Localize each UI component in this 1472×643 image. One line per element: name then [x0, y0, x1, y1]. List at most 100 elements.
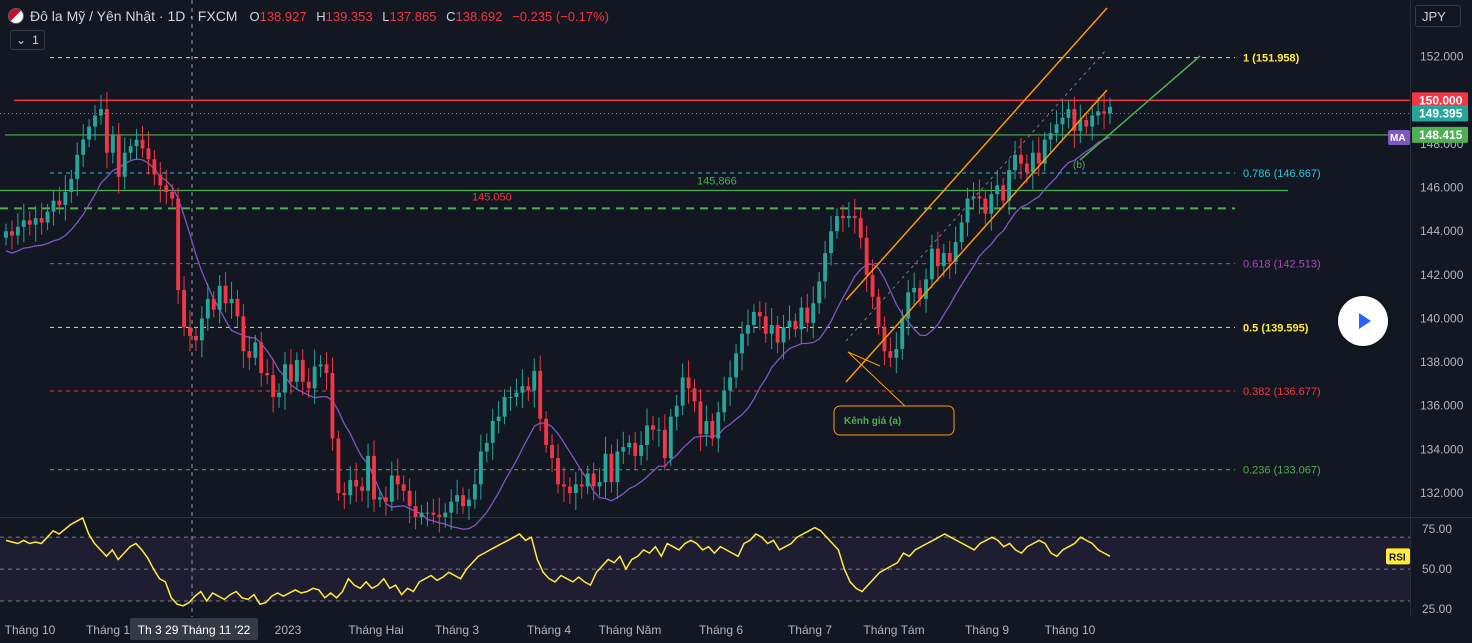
candle-body: [300, 359, 305, 382]
candle-body: [734, 353, 738, 378]
candle-body: [140, 139, 145, 149]
candle-body: [33, 218, 38, 225]
candle-body: [1007, 170, 1012, 201]
candle-body: [443, 512, 448, 517]
horizontal-level-label: 145,866: [697, 176, 737, 188]
candle-body: [959, 222, 964, 243]
candle-body: [864, 237, 869, 275]
candle-body: [947, 253, 952, 262]
candle-body: [514, 392, 519, 398]
usd-jpy-flag-icon: [8, 8, 24, 24]
candle-body: [983, 198, 988, 214]
candle-body: [366, 455, 370, 491]
candle-body: [223, 285, 228, 304]
candle-body: [45, 211, 50, 223]
candle-body: [971, 196, 976, 199]
candle-body: [977, 196, 982, 199]
time-tick-label: Tháng 10: [5, 623, 56, 637]
candle-body: [840, 215, 845, 219]
candle-body: [817, 281, 822, 304]
price-tick-label: 138.000: [1420, 355, 1464, 369]
candle-body: [1072, 109, 1077, 131]
candle-body: [472, 484, 477, 500]
candle-body: [763, 316, 768, 334]
candle-body: [330, 373, 335, 439]
high-label: H: [316, 8, 326, 24]
candle-body: [597, 482, 602, 487]
candle-body: [437, 514, 442, 517]
candle-body: [538, 370, 543, 419]
candle-body: [674, 405, 679, 417]
candle-body: [550, 445, 554, 459]
candle-body: [199, 318, 204, 341]
candle-body: [158, 174, 163, 186]
candle-body: [467, 499, 471, 507]
currency-selector[interactable]: JPY: [1415, 5, 1461, 27]
channel-lower-line: [845, 89, 1108, 383]
candle-body: [1096, 111, 1101, 116]
candle-body: [306, 381, 311, 389]
low-value: 137.865: [389, 8, 437, 24]
candle-body: [419, 512, 424, 517]
candle-body: [941, 253, 946, 267]
candle-body: [259, 342, 264, 374]
rsi-tick-label: 25.00: [1422, 602, 1452, 616]
candle-body: [10, 231, 14, 236]
candle-body: [1108, 106, 1112, 114]
candle-body: [235, 298, 240, 317]
candle-body: [318, 364, 323, 367]
candle-body: [63, 191, 68, 206]
candle-body: [425, 512, 430, 514]
candle-body: [354, 479, 359, 487]
price-tick-label: 134.000: [1420, 442, 1464, 456]
candle-body: [93, 115, 97, 127]
candle-body: [526, 386, 531, 391]
open-value: 138.927: [259, 8, 307, 24]
candle-body: [645, 425, 649, 446]
candle-body: [1084, 119, 1089, 127]
change-value: −0.235 (−0.17%): [512, 8, 609, 24]
candle-body: [99, 109, 103, 116]
candle-body: [989, 194, 994, 214]
support-trendline: [1079, 55, 1201, 161]
candle-body: [906, 292, 911, 319]
indicators-toggle-button[interactable]: ⌄ 1: [10, 30, 45, 50]
candle-body: [835, 215, 839, 232]
rsi-pane: [0, 518, 1410, 617]
candle-body: [876, 296, 881, 328]
candle-body: [217, 285, 222, 310]
price-badge-text: 149.395: [1419, 107, 1463, 121]
replay-play-button[interactable]: [1338, 296, 1388, 346]
moving-average-line: [5, 136, 1111, 530]
symbol-title[interactable]: Đô la Mỹ / Yên Nhật · 1D · FXCM: [30, 8, 238, 24]
candle-body: [407, 490, 412, 507]
candle-body: [283, 364, 287, 393]
fib-level-label: 0.5 (139.595): [1243, 322, 1309, 334]
candle-body: [579, 484, 584, 487]
rsi-badge: [1386, 548, 1410, 565]
time-tick-label: 2023: [275, 623, 302, 637]
candle-body: [176, 198, 181, 291]
candle-body: [164, 185, 169, 192]
candle-body: [823, 253, 828, 282]
candle-body: [1090, 115, 1095, 127]
candle-body: [953, 242, 958, 262]
candle-body: [182, 290, 186, 328]
candle-body: [793, 320, 798, 330]
candle-body: [146, 148, 151, 160]
symbol-header: Đô la Mỹ / Yên Nhật · 1D · FXCM O138.927…: [8, 6, 615, 26]
candle-body: [342, 493, 347, 496]
price-badge-text: 148.415: [1419, 128, 1463, 142]
time-tick-label: Tháng Tám: [863, 623, 924, 637]
candle-body: [609, 453, 614, 483]
candle-body: [775, 325, 780, 343]
candle-body: [811, 303, 816, 323]
candle-body: [455, 495, 460, 502]
play-icon: [1358, 313, 1371, 329]
candle-body: [1019, 154, 1023, 164]
wave-b-label: (b): [1073, 160, 1085, 171]
ohlc-values: O138.927 H139.353 L137.865 C138.692 −0.2…: [249, 9, 615, 24]
candle-body: [39, 218, 44, 223]
candle-body: [484, 442, 489, 452]
